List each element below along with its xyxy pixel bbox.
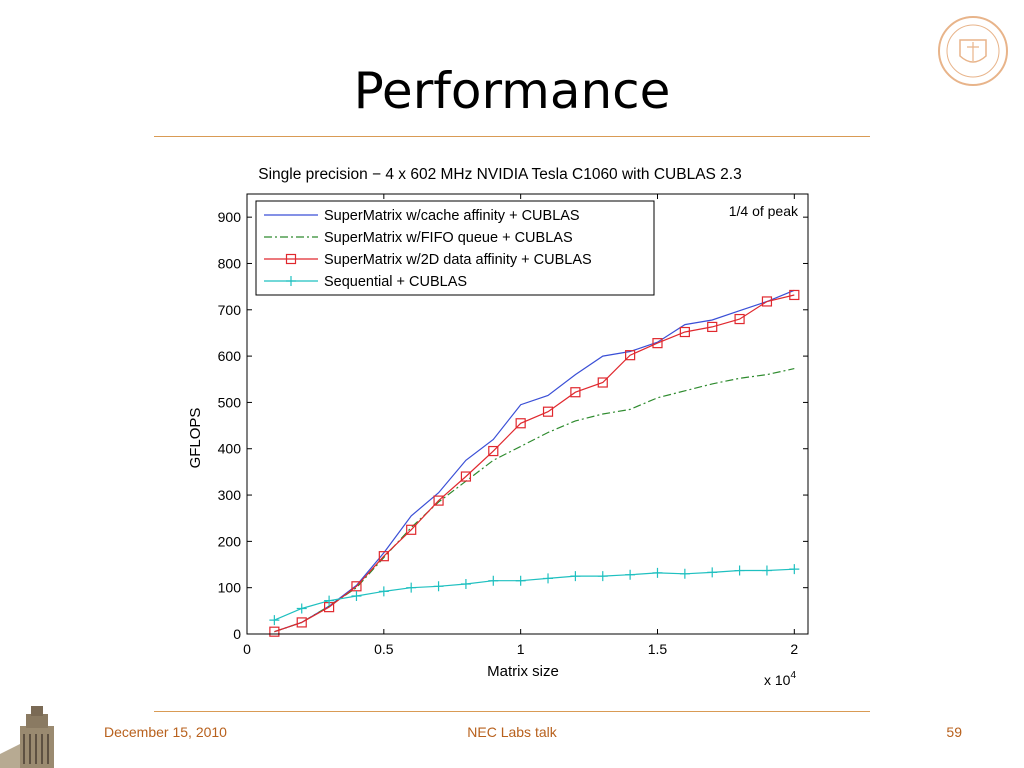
page-number: 59 [946,724,962,740]
legend-marker [285,253,297,265]
series-4-point [488,575,499,586]
footer-date: December 15, 2010 [104,724,227,740]
series-4-point [269,615,280,626]
series-4-point [296,603,307,614]
series-3-point [406,524,417,535]
legend: SuperMatrix w/cache affinity + CUBLAS Sup… [255,200,655,296]
tower-icon [0,704,74,768]
series-3-point [488,445,499,457]
series-4-point [433,581,444,592]
y-tick-label: 600 [218,348,242,364]
series-4-point [761,565,772,576]
series-4-point [597,571,608,582]
series-line-2 [274,368,795,633]
series-4-point [543,573,554,584]
x-tick-label: 0 [243,641,251,657]
y-tick-label: 200 [218,533,242,549]
y-tick-label: 100 [218,580,242,596]
series-4-point [652,567,663,578]
series-3-point [625,350,636,361]
y-axis-label: GFLOPS [187,408,204,469]
y-tick-label: 700 [218,302,242,318]
series-4-point [351,591,362,602]
title-divider [154,136,870,137]
series-3-point [269,626,280,637]
series-3-point [789,289,800,301]
series-3-point [433,495,444,506]
footer-center-text: NEC Labs talk [467,724,557,740]
legend-label: Sequential + CUBLAS [324,274,467,290]
series-3-point [652,338,663,349]
x-tick-label: 1 [517,641,525,657]
peak-annotation: 1/4 of peak [729,203,799,219]
legend-box [255,200,655,296]
series-3-point [734,313,745,325]
series-3-point [515,418,526,429]
series-4-point [707,567,718,578]
slide-title: Performance [353,62,671,120]
y-tick-label: 500 [218,394,242,410]
series-3-point [542,406,554,417]
series-4-point [679,568,690,579]
series-3-point [570,387,581,398]
plot-frame [246,193,809,635]
series-3-point [351,581,362,592]
series-3-point [378,551,389,562]
footer-divider [154,711,870,712]
series-line-1 [274,289,795,633]
y-tick-label: 0 [233,626,241,642]
x-tick-label: 0.5 [374,641,394,657]
legend-label: SuperMatrix w/2D data affinity + CUBLAS [324,252,592,268]
series-4-point [324,595,335,606]
x-multiplier: x 104 [764,670,796,688]
series-3-point [460,471,472,482]
series-4-point [406,582,417,593]
series-4-point [460,578,471,589]
series-4-point [789,564,800,575]
series-line-4 [274,568,795,621]
series-4-point [570,571,581,582]
chart-title: Single precision − 4 x 602 MHz NVIDIA Te… [258,166,741,183]
performance-chart: Single precision − 4 x 602 MHz NVIDIA Te… [187,166,809,688]
y-tick-label: 900 [218,209,242,225]
series-4-point [625,569,636,580]
university-seal-icon [938,16,1008,86]
series-4-point [378,586,389,597]
x-axis-label: Matrix size [487,663,559,680]
legend-label: SuperMatrix w/cache affinity + CUBLAS [324,208,580,224]
y-tick-label: 800 [218,255,242,271]
series-4-point [515,575,526,586]
legend-label: SuperMatrix w/FIFO queue + CUBLAS [324,230,573,246]
series-3-point [707,321,718,333]
y-tick-label: 400 [218,441,242,457]
y-tick-label: 300 [218,487,242,503]
x-tick-label: 2 [790,641,798,657]
series-4-point [734,565,745,576]
x-tick-label: 1.5 [648,641,668,657]
series-3-point [679,326,690,338]
series-3-point [296,617,307,628]
series-3-point [761,296,773,307]
series-3-point [597,377,608,388]
legend-marker [286,276,296,286]
